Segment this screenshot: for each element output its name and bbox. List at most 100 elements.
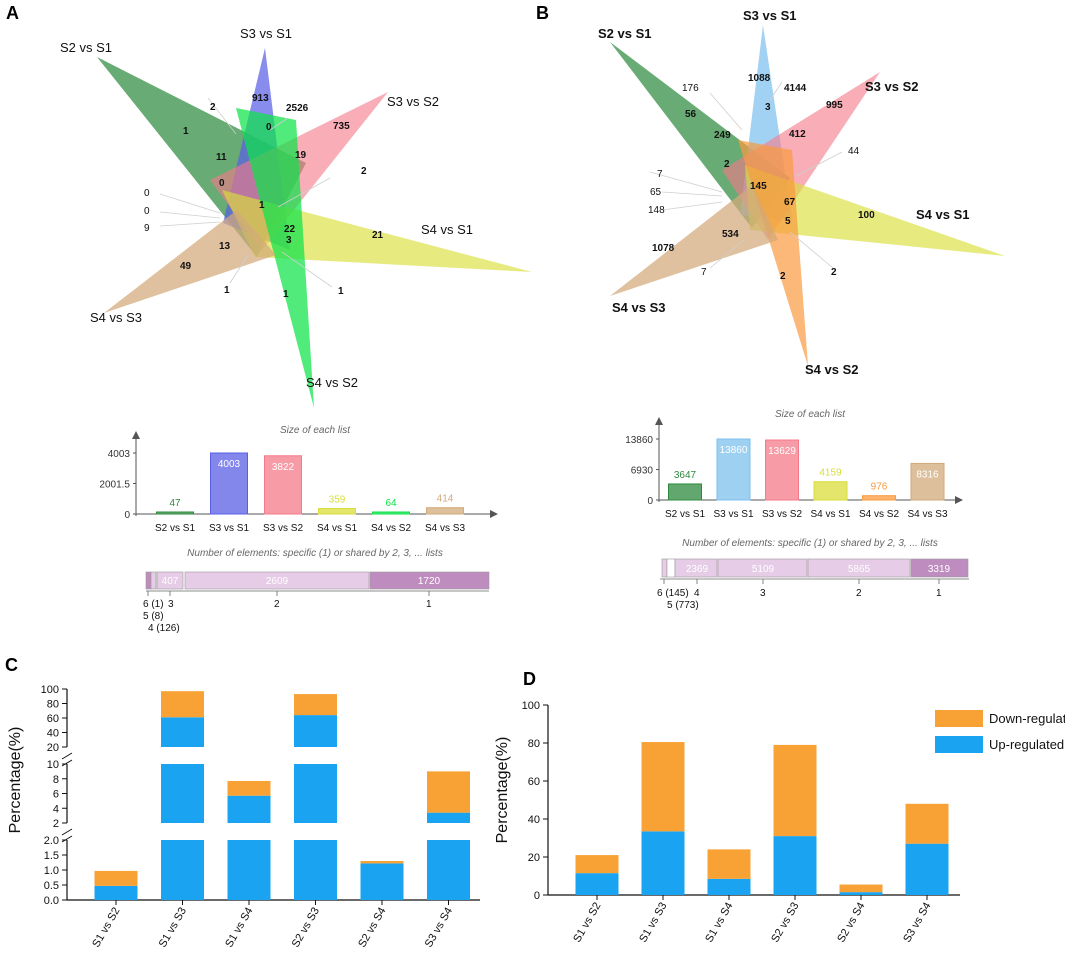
c-x-label: S1 vs S2 bbox=[90, 906, 122, 950]
venn-b-number: 3 bbox=[765, 102, 771, 113]
venn-a bbox=[97, 48, 532, 408]
c-y-tick: 4 bbox=[53, 803, 59, 815]
c-axis-break bbox=[61, 752, 73, 760]
venn-b-number: 176 bbox=[682, 83, 699, 94]
size-bar-label: 4159 bbox=[819, 468, 842, 479]
d-bar-up-s1-vs-s3 bbox=[641, 831, 685, 895]
c-bar-up-s1-vs-s3 bbox=[161, 764, 204, 823]
panel-label-c: C bbox=[5, 655, 18, 675]
c-bar-up-s2-vs-s3 bbox=[294, 715, 337, 747]
upset-b-value: 5865 bbox=[848, 564, 871, 575]
venn-b-number: 56 bbox=[685, 109, 697, 120]
size-x-arrow bbox=[490, 510, 498, 518]
c-y-tick: 2 bbox=[53, 818, 59, 830]
upset-a-value: 1720 bbox=[418, 576, 441, 587]
size-bar-s3-vs-s2 bbox=[765, 439, 799, 501]
upset-b-seg-4 bbox=[674, 558, 718, 578]
c-y-tick: 1.5 bbox=[44, 850, 59, 862]
venn-a-number: 2 bbox=[361, 166, 367, 177]
upset-b-value: 5109 bbox=[752, 564, 775, 575]
size-bar-label: 414 bbox=[437, 494, 454, 505]
venn-b-number: 2 bbox=[780, 271, 786, 282]
size-bar-label: 3647 bbox=[674, 470, 697, 481]
c-bar-up-s1-vs-s4 bbox=[227, 795, 271, 823]
venn-a-set-labels: S2 vs S1 S3 vs S1 S3 vs S2 S4 vs S1 S4 v… bbox=[60, 26, 473, 390]
size-bar-s3-vs-s1 bbox=[210, 452, 248, 515]
venn-b-number: 5 bbox=[785, 216, 791, 227]
size-y-arrow bbox=[132, 431, 140, 439]
venn-b-label-s4-vs-s2: S4 vs S2 bbox=[805, 362, 859, 377]
size-category-label: S4 vs S2 bbox=[371, 523, 411, 534]
c-bar-up-s2-vs-s3 bbox=[294, 840, 337, 900]
size-title-a: Size of each list bbox=[280, 425, 351, 436]
upset-a-seg-6 bbox=[145, 571, 152, 590]
c-bar-down-s1-vs-s2 bbox=[94, 870, 138, 886]
d-legend-up-swatch bbox=[935, 736, 983, 753]
size-bar-s2-vs-s1 bbox=[668, 483, 702, 501]
venn-b-number: 1088 bbox=[748, 73, 771, 84]
d-bar-down-s2-vs-s3 bbox=[773, 744, 817, 837]
d-x-label: S2 vs S3 bbox=[769, 901, 801, 945]
venn-a-number: 21 bbox=[372, 230, 384, 241]
size-category-label: S4 vs S3 bbox=[425, 523, 465, 534]
venn-a-label-s4-vs-s1: S4 vs S1 bbox=[421, 222, 473, 237]
upset-a-axis: 2 bbox=[274, 599, 280, 610]
d-y-tick: 60 bbox=[528, 776, 540, 788]
size-bar-s4-vs-s1 bbox=[318, 508, 356, 515]
venn-b-number: 2 bbox=[724, 159, 730, 170]
venn-b-number: 100 bbox=[858, 210, 875, 221]
d-x-label: S2 vs S4 bbox=[835, 901, 867, 945]
size-category-label: S4 vs S1 bbox=[810, 509, 850, 520]
venn-b-number: 995 bbox=[826, 100, 843, 111]
upset-a-axis: 1 bbox=[426, 599, 432, 610]
c-bar-down-s1-vs-s3 bbox=[161, 691, 204, 718]
venn-b-set-labels: S2 vs S1 S3 vs S1 S3 vs S2 S4 vs S1 S4 v… bbox=[598, 8, 970, 377]
size-x-arrow bbox=[955, 496, 963, 504]
upset-b-axis: 6 (145) bbox=[657, 588, 689, 599]
venn-b-number: 534 bbox=[722, 229, 739, 240]
upset-b-value: 2369 bbox=[686, 564, 709, 575]
venn-a-number: 0 bbox=[144, 206, 150, 217]
size-bar-s4-vs-s2 bbox=[862, 495, 896, 501]
upset-b-seg-6 bbox=[661, 558, 668, 578]
upset-b-axis: 5 (773) bbox=[667, 600, 699, 611]
venn-a-numbers: 1 2 913 2526 0 735 11 19 0 2 1 22 3 21 0… bbox=[144, 93, 384, 300]
venn-a-number: 1 bbox=[224, 285, 230, 296]
venn-b-label-s2-vs-s1: S2 vs S1 bbox=[598, 26, 652, 41]
c-bar-up-s3-vs-s4 bbox=[427, 840, 470, 900]
d-y-tick: 80 bbox=[528, 738, 540, 750]
d-bar-up-s1-vs-s4 bbox=[707, 878, 751, 895]
c-y-tick: 6 bbox=[53, 789, 59, 801]
d-bar-down-s3-vs-s4 bbox=[905, 803, 949, 844]
venn-a-number: 0 bbox=[144, 188, 150, 199]
upset-title-a: Number of elements: specific (1) or shar… bbox=[187, 548, 443, 559]
c-axis-break bbox=[61, 759, 73, 767]
size-bar-s4-vs-s1 bbox=[813, 481, 848, 501]
venn-b-number: 148 bbox=[648, 205, 665, 216]
c-x-label: S1 vs S4 bbox=[223, 906, 255, 950]
size-y-tick: 2001.5 bbox=[99, 480, 130, 491]
venn-b-label-s4-vs-s1: S4 vs S1 bbox=[916, 207, 970, 222]
upset-b-axis: 1 bbox=[936, 588, 942, 599]
d-x-label: S3 vs S4 bbox=[901, 901, 933, 945]
size-bar-label: 3822 bbox=[272, 462, 295, 473]
upset-b-seg-5 bbox=[666, 558, 676, 578]
upset-b-axis: 3 bbox=[760, 588, 766, 599]
venn-b-number: 1078 bbox=[652, 243, 675, 254]
c-x-label: S3 vs S4 bbox=[423, 906, 455, 950]
venn-b-number: 145 bbox=[750, 181, 767, 192]
size-category-label: S2 vs S1 bbox=[155, 523, 195, 534]
upset-a-axis: 4 (126) bbox=[148, 623, 180, 634]
c-bar-down-s3-vs-s4 bbox=[427, 771, 470, 813]
upset-a-seg-small bbox=[150, 571, 157, 590]
venn-b-petal-s4-vs-s3 bbox=[610, 185, 778, 296]
venn-b bbox=[610, 25, 1005, 366]
d-y-tick: 20 bbox=[528, 852, 540, 864]
size-category-label: S3 vs S1 bbox=[713, 509, 753, 520]
c-y-tick: 8 bbox=[53, 774, 59, 786]
c-bar-up-s2-vs-s3 bbox=[294, 764, 337, 823]
panel-label-d: D bbox=[523, 669, 536, 689]
venn-a-number: 0 bbox=[219, 178, 225, 189]
venn-a-number: 1 bbox=[259, 200, 265, 211]
